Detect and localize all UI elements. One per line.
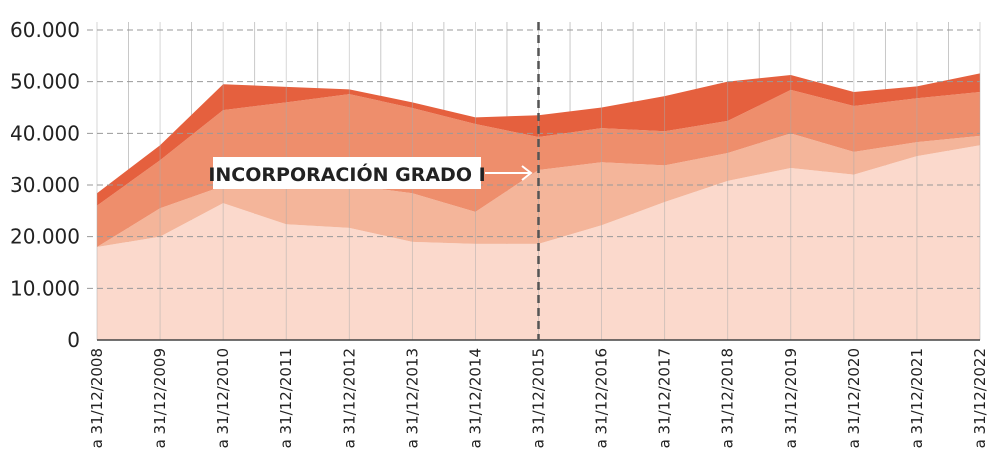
- x-tick-label: a 31/12/2021: [908, 348, 926, 448]
- x-tick-label: a 31/12/2012: [340, 348, 358, 448]
- annotation-text: INCORPORACIÓN GRADO I: [208, 162, 485, 186]
- x-tick-label: a 31/12/2016: [593, 348, 611, 448]
- y-tick-label: 50.000: [10, 70, 80, 94]
- x-tick-label: a 31/12/2008: [88, 348, 106, 448]
- x-tick-label: a 31/12/2011: [277, 348, 295, 448]
- x-tick-label: a 31/12/2014: [466, 348, 484, 448]
- x-tick-label: a 31/12/2020: [845, 348, 863, 448]
- y-tick-label: 40.000: [10, 121, 80, 145]
- annotation-box: [213, 157, 481, 189]
- y-tick-label: 60.000: [10, 18, 80, 42]
- x-tick-label: a 31/12/2017: [656, 348, 674, 448]
- y-tick-label: 20.000: [10, 225, 80, 249]
- annotation-arrowhead: [521, 165, 533, 181]
- x-tick-label: a 31/12/2022: [971, 348, 988, 448]
- x-tick-label: a 31/12/2009: [151, 348, 169, 448]
- x-tick-label: a 31/12/2015: [530, 348, 548, 448]
- y-tick-label: 30.000: [10, 173, 80, 197]
- x-tick-label: a 31/12/2010: [214, 348, 232, 448]
- area: [97, 145, 980, 340]
- y-tick-label: 0: [67, 328, 80, 352]
- y-tick-label: 10.000: [10, 276, 80, 300]
- x-tick-label: a 31/12/2019: [782, 348, 800, 448]
- x-tick-label: a 31/12/2018: [719, 348, 737, 448]
- x-tick-label: a 31/12/2013: [403, 348, 421, 448]
